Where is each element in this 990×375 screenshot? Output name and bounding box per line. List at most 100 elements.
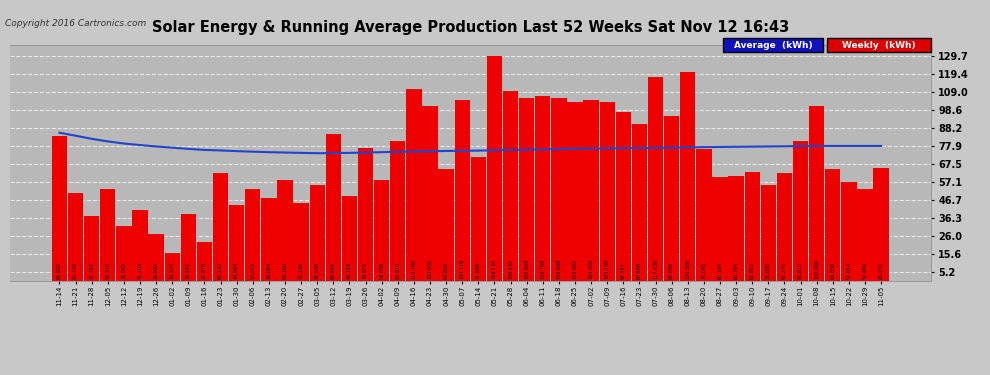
Text: 48.024: 48.024 — [266, 262, 271, 279]
Text: 22.878: 22.878 — [202, 262, 207, 279]
Text: 120.506: 120.506 — [685, 259, 690, 279]
Bar — [744, 172, 760, 281]
Text: 104.456: 104.456 — [589, 259, 594, 279]
Text: 55.536: 55.536 — [315, 262, 320, 279]
Bar — [809, 106, 825, 281]
Bar — [583, 100, 599, 281]
Bar — [536, 96, 550, 281]
Text: Copyright 2016 Cartronics.com: Copyright 2016 Cartronics.com — [5, 19, 147, 28]
Bar — [277, 180, 293, 281]
Bar — [116, 225, 132, 281]
Bar — [84, 216, 99, 281]
Bar — [713, 177, 728, 281]
Text: 110.790: 110.790 — [412, 259, 417, 279]
Bar — [51, 136, 67, 281]
Bar — [357, 148, 373, 281]
Text: 45.136: 45.136 — [299, 262, 304, 279]
Bar — [487, 56, 502, 281]
Bar — [374, 180, 389, 281]
Bar — [760, 184, 776, 281]
Bar — [632, 124, 647, 281]
Text: 53.210: 53.210 — [105, 262, 110, 279]
Text: 71.606: 71.606 — [476, 262, 481, 279]
Text: 44.064: 44.064 — [234, 262, 240, 279]
Text: 26.932: 26.932 — [153, 262, 158, 279]
Text: 104.118: 104.118 — [459, 259, 464, 279]
Text: 80.810: 80.810 — [395, 262, 400, 279]
Text: 129.734: 129.734 — [492, 259, 497, 279]
Text: 49.128: 49.128 — [346, 262, 351, 279]
Text: 60.164: 60.164 — [718, 262, 723, 279]
Text: 57.014: 57.014 — [846, 262, 851, 279]
Bar — [293, 203, 309, 281]
Bar — [164, 252, 180, 281]
Text: 50.728: 50.728 — [73, 262, 78, 279]
Text: 37.792: 37.792 — [89, 262, 94, 279]
Text: 58.008: 58.008 — [379, 262, 384, 279]
Bar — [793, 141, 808, 281]
Text: 84.944: 84.944 — [331, 262, 336, 279]
Text: 109.432: 109.432 — [508, 259, 513, 279]
Bar — [326, 134, 341, 281]
Bar — [310, 185, 325, 281]
Text: 100.906: 100.906 — [428, 259, 433, 279]
Text: 62.120: 62.120 — [218, 262, 223, 279]
Text: 65.270: 65.270 — [878, 262, 884, 279]
Bar — [680, 72, 695, 281]
Text: 95.036: 95.036 — [669, 262, 674, 279]
Text: 41.102: 41.102 — [138, 262, 143, 279]
Text: 80.810: 80.810 — [798, 262, 803, 279]
Title: Solar Energy & Running Average Production Last 52 Weeks Sat Nov 12 16:43: Solar Energy & Running Average Productio… — [151, 20, 789, 35]
Bar — [197, 242, 212, 281]
Bar — [213, 173, 228, 281]
Text: 52.950: 52.950 — [862, 262, 867, 279]
Bar — [503, 91, 518, 281]
Bar — [647, 77, 663, 281]
Bar — [148, 234, 163, 281]
Bar — [68, 193, 83, 281]
Text: 105.668: 105.668 — [524, 259, 529, 279]
Bar — [842, 182, 856, 281]
Text: 76.872: 76.872 — [363, 262, 368, 279]
Text: 90.568: 90.568 — [637, 262, 642, 279]
Bar — [857, 189, 872, 281]
Text: 53.072: 53.072 — [250, 262, 255, 279]
Text: 102.902: 102.902 — [572, 259, 577, 279]
Bar — [454, 100, 470, 281]
Text: 83.652: 83.652 — [56, 262, 62, 279]
Text: 58.150: 58.150 — [282, 262, 287, 279]
Bar — [246, 189, 260, 281]
Text: 32.062: 32.062 — [122, 262, 127, 279]
Text: 62.852: 62.852 — [749, 262, 754, 279]
Text: 76.040: 76.040 — [701, 262, 707, 279]
Text: 62.270: 62.270 — [782, 262, 787, 279]
Text: 60.794: 60.794 — [734, 262, 739, 279]
Bar — [551, 98, 566, 281]
Bar — [519, 98, 535, 281]
Bar — [439, 169, 453, 281]
Text: 55.680: 55.680 — [766, 262, 771, 279]
Bar — [616, 112, 631, 281]
Text: 16.534: 16.534 — [169, 262, 174, 279]
Bar — [390, 141, 405, 281]
Text: 103.106: 103.106 — [605, 259, 610, 279]
Bar — [696, 149, 712, 281]
Text: 38.442: 38.442 — [186, 262, 191, 279]
Bar — [423, 106, 438, 281]
Bar — [406, 89, 422, 281]
Text: 106.768: 106.768 — [541, 259, 545, 279]
Bar — [873, 168, 889, 281]
Text: 117.436: 117.436 — [653, 259, 658, 279]
Bar — [470, 157, 486, 281]
Bar — [100, 189, 116, 281]
Bar — [229, 205, 245, 281]
Bar — [777, 173, 792, 281]
Text: 100.906: 100.906 — [814, 259, 819, 279]
Bar — [567, 102, 583, 281]
Text: 97.521: 97.521 — [621, 262, 626, 279]
Text: 105.668: 105.668 — [556, 259, 561, 279]
Bar — [261, 198, 276, 281]
Bar — [600, 102, 615, 281]
Text: 64.858: 64.858 — [831, 262, 836, 279]
Bar — [342, 196, 357, 281]
